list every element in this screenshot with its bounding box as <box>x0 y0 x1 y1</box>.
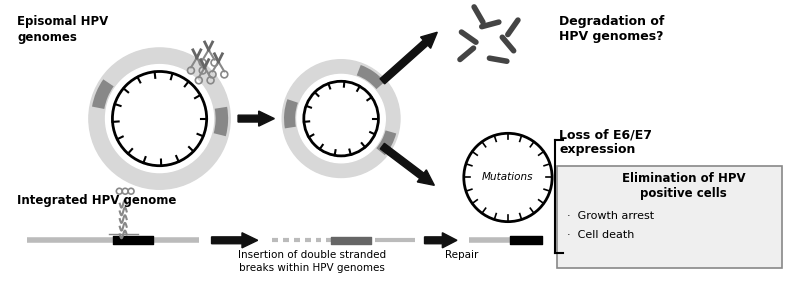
Text: ·  Cell death: · Cell death <box>567 230 634 241</box>
Circle shape <box>282 60 400 178</box>
Circle shape <box>297 74 386 163</box>
Text: Integrated HPV genome: Integrated HPV genome <box>18 194 177 207</box>
Text: Insertion of double stranded
breaks within HPV genomes: Insertion of double stranded breaks with… <box>238 250 386 272</box>
Text: Loss of E6/E7
expression: Loss of E6/E7 expression <box>559 128 652 156</box>
FancyArrow shape <box>380 143 434 185</box>
Text: Mutations: Mutations <box>482 172 534 182</box>
FancyArrow shape <box>380 32 438 84</box>
Text: Episomal HPV
genomes: Episomal HPV genomes <box>18 15 109 44</box>
FancyArrow shape <box>238 111 274 126</box>
FancyArrow shape <box>425 233 457 248</box>
Text: Degradation of
HPV genomes?: Degradation of HPV genomes? <box>559 15 664 43</box>
Circle shape <box>89 48 230 189</box>
Circle shape <box>106 64 214 172</box>
Text: ·  Growth arrest: · Growth arrest <box>567 211 654 221</box>
FancyBboxPatch shape <box>557 166 782 268</box>
Text: Elimination of HPV
positive cells: Elimination of HPV positive cells <box>622 172 746 200</box>
FancyArrow shape <box>211 233 258 248</box>
Text: Repair: Repair <box>445 250 478 260</box>
